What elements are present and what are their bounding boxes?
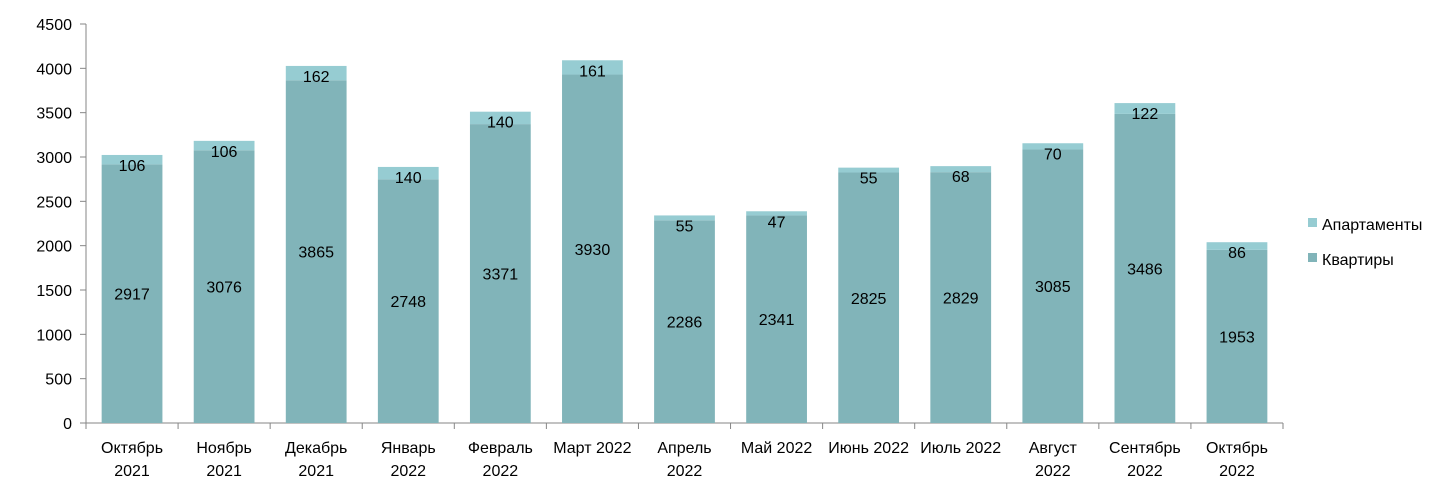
bar-segment-kvartiry	[654, 220, 715, 423]
data-label-apartamenty: 140	[395, 170, 422, 187]
data-label-kvartiry: 3486	[1127, 261, 1163, 278]
data-label-kvartiry: 3865	[298, 245, 334, 262]
x-tick-label: Август 2022	[1029, 440, 1078, 480]
y-tick-label: 3000	[36, 150, 72, 167]
bar-segment-apartamenty	[562, 60, 623, 75]
x-tick-label: Ноябрь 2021	[196, 440, 252, 480]
data-label-kvartiry: 2917	[114, 287, 150, 304]
data-label-kvartiry: 2341	[759, 312, 795, 329]
x-tick-label: Апрель 2022	[657, 440, 711, 480]
bar-segment-apartamenty	[1206, 242, 1268, 250]
x-tick-label: Октябрь 2022	[1206, 440, 1268, 480]
legend-swatch	[1308, 253, 1317, 262]
data-label-kvartiry: 2286	[667, 315, 703, 332]
data-label-apartamenty: 106	[211, 144, 238, 161]
bar-segment-kvartiry	[193, 150, 255, 423]
x-tick-label: Декабрь 2021	[285, 440, 347, 480]
x-tick-label: Октябрь 2021	[101, 440, 163, 480]
data-label-apartamenty: 122	[1132, 106, 1159, 123]
data-label-apartamenty: 70	[1044, 146, 1062, 163]
legend-swatch	[1308, 218, 1317, 227]
legend: Апартаменты Квартиры	[1308, 217, 1422, 269]
bar-segment-apartamenty	[1022, 143, 1084, 150]
data-label-apartamenty: 55	[676, 218, 694, 235]
x-tick-label: Март 2022	[553, 440, 631, 457]
data-label-apartamenty: 47	[768, 214, 786, 231]
data-labels: 2917 106 3076 106 3865 162 2748 140 3371 140 3930 1…	[114, 63, 1255, 346]
data-label-apartamenty: 68	[952, 169, 970, 186]
y-axis: 0 500 1000 1500 2000 2500 3000 3500 4000 4500	[36, 17, 87, 433]
bar-segment-kvartiry	[1114, 113, 1176, 424]
bar-segment-apartamenty	[930, 166, 992, 173]
y-tick-label: 4000	[36, 61, 72, 78]
x-tick-label: Май 2022	[741, 440, 812, 457]
bars	[101, 60, 1268, 424]
bar-segment-apartamenty	[193, 140, 255, 151]
y-tick-label: 1000	[36, 327, 72, 344]
bar-segment-apartamenty	[285, 65, 347, 81]
y-tick-label: 4500	[36, 17, 72, 34]
x-axis: Октябрь 2021 Ноябрь 2021 Декабрь 2021 Январь 20…	[85, 422, 1284, 480]
bar-segment-apartamenty	[654, 215, 715, 221]
bar-segment-kvartiry	[562, 74, 623, 423]
y-tick-label: 2000	[36, 239, 72, 256]
data-label-kvartiry: 3085	[1035, 279, 1071, 296]
data-label-apartamenty: 86	[1228, 245, 1246, 262]
bar-segment-kvartiry	[838, 172, 900, 423]
data-label-kvartiry: 1953	[1219, 329, 1255, 346]
x-tick-label: Июнь 2022	[828, 440, 909, 457]
bar-segment-kvartiry	[285, 80, 347, 423]
data-label-kvartiry: 3371	[483, 267, 519, 284]
legend-label: Квартиры	[1322, 252, 1394, 269]
data-label-kvartiry: 2825	[851, 291, 887, 308]
y-tick-label: 0	[63, 416, 72, 433]
data-label-kvartiry: 3076	[206, 280, 242, 297]
y-tick-label: 3500	[36, 106, 72, 123]
legend-label: Апартаменты	[1322, 217, 1422, 234]
data-label-apartamenty: 140	[487, 115, 514, 132]
data-label-apartamenty: 55	[860, 171, 878, 188]
y-tick-label: 1500	[36, 283, 72, 300]
data-label-kvartiry: 2829	[943, 291, 979, 308]
bar-segment-apartamenty	[101, 154, 163, 165]
bar-segment-kvartiry	[469, 124, 531, 423]
x-tick-label: Сентябрь 2022	[1109, 440, 1181, 480]
bar-segment-apartamenty	[1114, 103, 1176, 114]
bar-segment-apartamenty	[377, 166, 439, 180]
bar-segment-apartamenty	[746, 211, 807, 216]
bar-segment-kvartiry	[377, 179, 439, 423]
y-tick-label: 500	[45, 372, 72, 389]
bar-segment-kvartiry	[1022, 149, 1084, 424]
bar-segment-kvartiry	[1206, 249, 1268, 423]
x-tick-label: Февраль 2022	[468, 440, 533, 480]
data-label-kvartiry: 2748	[390, 294, 426, 311]
data-label-kvartiry: 3930	[575, 242, 611, 259]
bar-segment-kvartiry	[101, 164, 163, 424]
bar-segment-kvartiry	[746, 215, 807, 423]
x-tick-label: Июль 2022	[920, 440, 1001, 457]
data-label-apartamenty: 162	[303, 69, 330, 86]
data-label-apartamenty: 106	[119, 158, 146, 175]
bar-segment-apartamenty	[838, 167, 900, 173]
x-tick-label: Январь 2022	[381, 440, 436, 480]
data-label-apartamenty: 161	[579, 63, 606, 80]
y-tick-label: 2500	[36, 194, 72, 211]
bar-segment-apartamenty	[469, 111, 531, 125]
bar-segment-kvartiry	[930, 172, 992, 423]
